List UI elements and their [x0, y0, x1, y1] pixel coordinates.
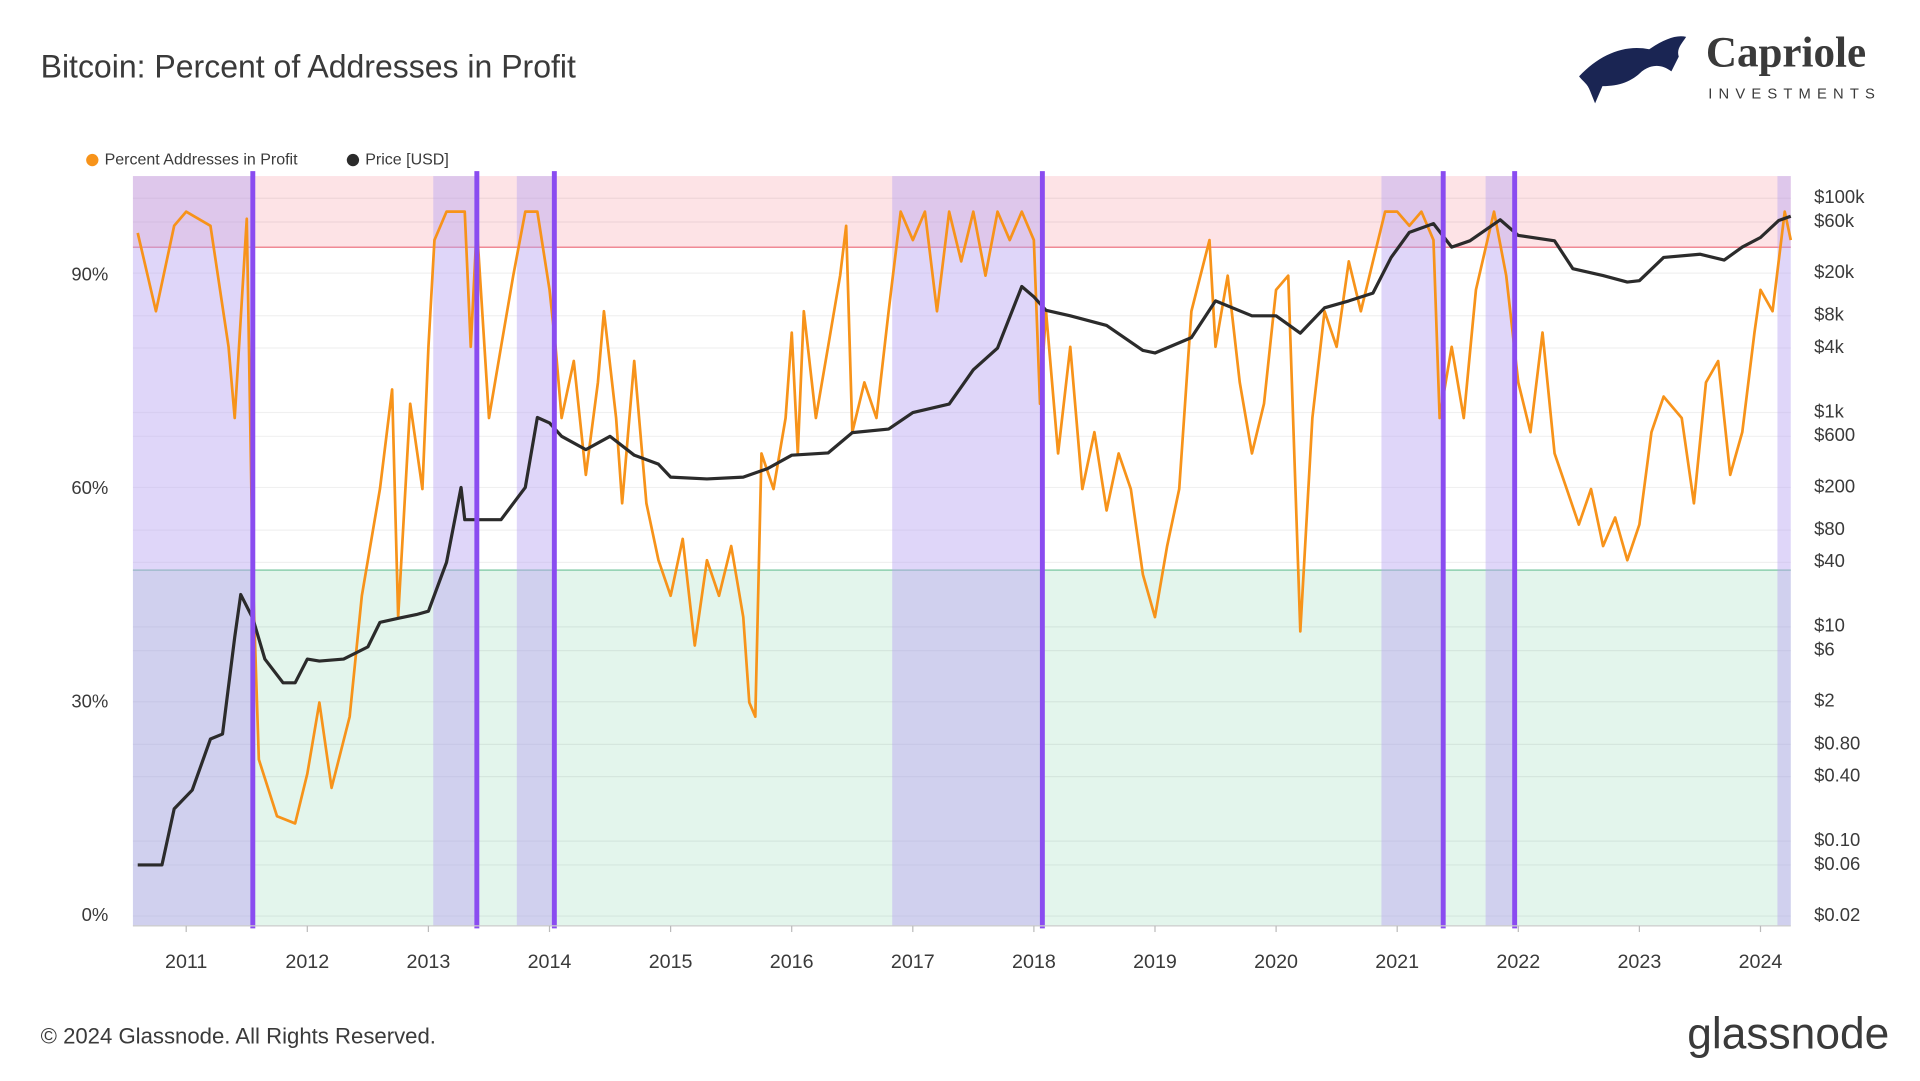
- chart-title: Bitcoin: Percent of Addresses in Profit: [41, 48, 576, 84]
- x-tick-label: 2011: [165, 951, 207, 973]
- brand-name: Capriole: [1706, 30, 1866, 77]
- copyright: © 2024 Glassnode. All Rights Reserved.: [41, 1024, 436, 1049]
- y2-tick-label: $0.80: [1814, 732, 1860, 753]
- y2-tick-label: $1k: [1814, 400, 1845, 421]
- legend-label: Price [USD]: [365, 151, 449, 168]
- x-tick-label: 2018: [1012, 951, 1056, 973]
- legend-label: Percent Addresses in Profit: [105, 151, 299, 168]
- y2-tick-label: $6: [1814, 638, 1835, 659]
- x-tick-label: 2023: [1617, 951, 1661, 973]
- brand-tagline: INVESTMENTS: [1708, 87, 1881, 103]
- series-line: [136, 210, 1793, 825]
- source-logo: glassnode: [1687, 1009, 1889, 1058]
- brand-logo-icon: [1579, 36, 1687, 104]
- y-tick-label: 90%: [71, 264, 108, 285]
- x-tick-label: 2020: [1254, 951, 1298, 973]
- x-tick-label: 2024: [1739, 951, 1783, 973]
- legend-marker: [86, 153, 99, 167]
- y2-tick-label: $10: [1814, 615, 1845, 636]
- y-tick-label: 30%: [71, 690, 108, 711]
- y2-tick-label: $20k: [1814, 261, 1855, 282]
- y2-tick-label: $8k: [1814, 304, 1845, 325]
- y2-tick-label: $0.40: [1814, 765, 1860, 786]
- y2-tick-label: $4k: [1814, 336, 1845, 357]
- y2-tick-label: $200: [1814, 475, 1855, 496]
- x-tick-label: 2015: [649, 951, 693, 973]
- series-line: [137, 214, 1792, 867]
- highlight-period: [1777, 176, 1791, 926]
- highlight-period: [1485, 176, 1515, 926]
- y2-tick-label: $40: [1814, 550, 1845, 571]
- x-tick-label: 2019: [1133, 951, 1177, 973]
- y-tick-label: 0%: [82, 904, 109, 925]
- y2-tick-label: $0.02: [1814, 904, 1860, 925]
- y2-tick-label: $0.06: [1814, 853, 1860, 874]
- y2-tick-label: $600: [1814, 424, 1855, 445]
- y2-tick-label: $80: [1814, 518, 1845, 539]
- x-tick-label: 2016: [770, 951, 814, 973]
- x-tick-label: 2012: [285, 951, 329, 973]
- x-tick-label: 2022: [1496, 951, 1540, 973]
- legend-marker: [346, 153, 360, 167]
- x-tick-label: 2021: [1375, 951, 1419, 973]
- y-tick-label: 60%: [71, 477, 108, 498]
- plot-area: 0% 30% 60% 90% $0.02 $0.06 $0.10 $0.40 $0.80 $2 $6…: [71, 151, 1865, 973]
- y2-tick-label: $60k: [1814, 210, 1855, 231]
- x-tick-label: 2014: [528, 951, 572, 973]
- highlight-period: [433, 176, 477, 926]
- x-tick-label: 2013: [407, 951, 451, 973]
- highlight-period: [1381, 176, 1444, 926]
- highlight-period: [516, 176, 555, 926]
- y2-tick-label: $2: [1814, 690, 1835, 711]
- y2-tick-label: $100k: [1814, 186, 1865, 207]
- y2-tick-label: $0.10: [1814, 829, 1860, 850]
- x-tick-label: 2017: [891, 951, 935, 973]
